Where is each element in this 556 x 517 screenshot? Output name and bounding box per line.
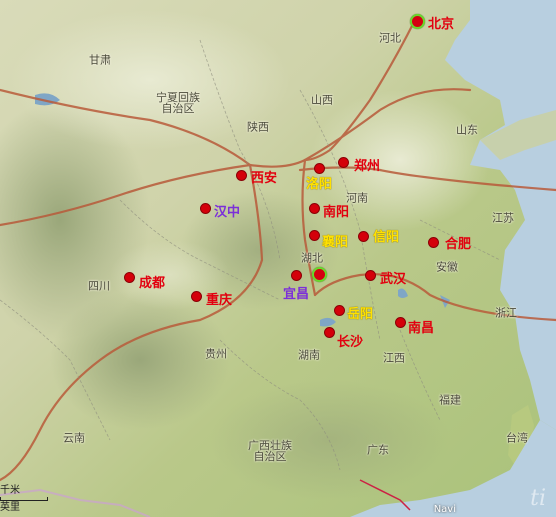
scale-bar-line bbox=[0, 497, 48, 501]
city-label-hanzhong[interactable]: 汉中 bbox=[214, 205, 241, 220]
city-label-hefei[interactable]: 合肥 bbox=[445, 237, 472, 252]
city-marker-nanyang[interactable] bbox=[309, 203, 320, 214]
city-label-beijing[interactable]: 北京 bbox=[428, 17, 455, 32]
scale-unit-mile: 英里 bbox=[0, 502, 20, 513]
province-label-shanxi: 山西 bbox=[311, 93, 333, 107]
city-marker-nanchang[interactable] bbox=[395, 317, 406, 328]
city-label-wuhan[interactable]: 武汉 bbox=[380, 272, 407, 287]
city-label-luoyang[interactable]: 洛阳 bbox=[306, 177, 333, 192]
province-label-guangxi: 广西壮族 自治区 bbox=[248, 439, 292, 463]
province-label-taiwan: 台湾 bbox=[506, 431, 528, 445]
province-label-jiangxi: 江西 bbox=[383, 351, 405, 365]
province-label-anhui: 安徽 bbox=[436, 260, 458, 274]
city-label-chengdu[interactable]: 成都 bbox=[139, 276, 166, 291]
city-marker-yichang-near[interactable] bbox=[291, 270, 302, 281]
city-label-changsha[interactable]: 长沙 bbox=[337, 335, 364, 350]
province-label-shaanxi: 陕西 bbox=[247, 120, 269, 134]
scale-bar: 千米 英里 bbox=[0, 485, 48, 513]
city-label-nanyang[interactable]: 南阳 bbox=[323, 205, 350, 220]
city-label-yichang[interactable]: 宜昌 bbox=[283, 287, 310, 302]
province-label-yunnan: 云南 bbox=[63, 431, 85, 445]
province-label-hebei: 河北 bbox=[379, 31, 401, 45]
city-label-yueyang[interactable]: 岳阳 bbox=[347, 307, 374, 322]
city-marker-hefei[interactable] bbox=[428, 237, 439, 248]
city-marker-luoyang[interactable] bbox=[314, 163, 325, 174]
city-marker-xian[interactable] bbox=[236, 170, 247, 181]
province-label-hunan: 湖南 bbox=[298, 348, 320, 362]
city-marker-wuhan[interactable] bbox=[365, 270, 376, 281]
scale-unit-km: 千米 bbox=[0, 485, 20, 496]
city-label-chongqing[interactable]: 重庆 bbox=[206, 293, 233, 308]
watermark-navi: Navi bbox=[433, 504, 456, 515]
province-label-jiangsu: 江苏 bbox=[492, 211, 514, 225]
province-label-henan: 河南 bbox=[346, 191, 368, 205]
city-marker-yichang[interactable] bbox=[312, 267, 327, 282]
city-marker-xiangyang[interactable] bbox=[309, 230, 320, 241]
province-label-fujian: 福建 bbox=[439, 393, 461, 407]
city-marker-chengdu[interactable] bbox=[124, 272, 135, 283]
city-marker-changsha[interactable] bbox=[324, 327, 335, 338]
province-label-zhejiang: 浙江 bbox=[495, 306, 517, 320]
city-marker-yueyang[interactable] bbox=[334, 305, 345, 316]
city-label-xinyang[interactable]: 信阳 bbox=[373, 230, 400, 245]
city-label-xiangyang[interactable]: 襄阳 bbox=[322, 235, 349, 250]
city-label-xian[interactable]: 西安 bbox=[251, 171, 278, 186]
city-marker-beijing[interactable] bbox=[410, 14, 425, 29]
city-marker-zhengzhou[interactable] bbox=[338, 157, 349, 168]
city-marker-chongqing[interactable] bbox=[191, 291, 202, 302]
watermark-logo-icon: ti bbox=[530, 486, 546, 511]
province-label-guangdong: 广东 bbox=[367, 443, 389, 457]
city-label-nanchang[interactable]: 南昌 bbox=[408, 321, 435, 336]
city-marker-xinyang[interactable] bbox=[358, 231, 369, 242]
province-label-hubei: 湖北 bbox=[301, 251, 323, 265]
province-label-sichuan: 四川 bbox=[88, 279, 110, 293]
city-label-zhengzhou[interactable]: 郑州 bbox=[354, 159, 381, 174]
city-marker-hanzhong[interactable] bbox=[200, 203, 211, 214]
province-label-guizhou: 贵州 bbox=[205, 347, 227, 361]
province-label-shandong: 山东 bbox=[456, 123, 478, 137]
province-label-ningxia: 宁夏回族 自治区 bbox=[156, 91, 200, 115]
province-label-gansu: 甘肃 bbox=[89, 53, 111, 67]
